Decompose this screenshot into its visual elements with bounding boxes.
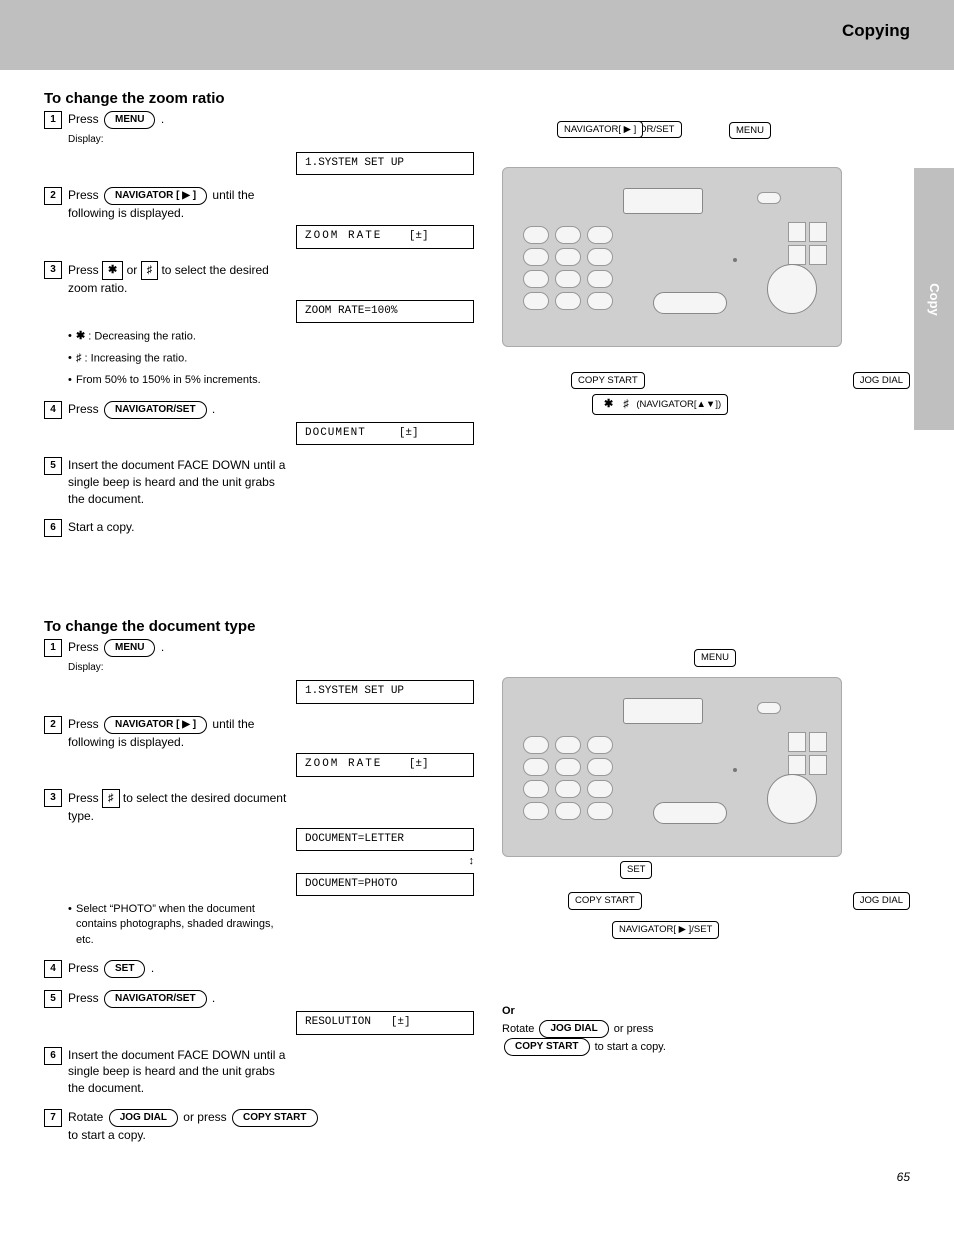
step-4: Press NAVIGATOR/SET . DOCUMENT [±] [44,401,474,445]
callout-jog-dial: JOG DIAL [853,372,910,389]
step-3: Press ✱ or ♯ to select the desired zoom … [44,261,474,389]
callout-navigator-right: NAVIGATOR[ ▶ ] [557,121,643,138]
hint: From 50% to 150% in 5% increments. [68,373,474,388]
copy-start-ref: COPY START [504,1038,590,1056]
panel-jog-dial [767,264,817,314]
step-2: Press NAVIGATOR [ ▶ ] until the followin… [44,187,474,248]
navigator-set-button-ref: NAVIGATOR/SET [104,401,207,419]
section2-figure-area: MENU SET COPY START [502,639,910,1156]
or-block: Or Rotate JOG DIAL or press COPY START t… [502,1005,910,1056]
callout-menu: MENU [694,649,736,666]
step-6: Start a copy. [44,519,474,536]
star-key: ✱ [102,261,123,280]
panel-copy-btn [653,802,727,824]
panel-lcd [623,188,703,214]
step-5: Press NAVIGATOR/SET . RESOLUTION [±] [44,990,474,1034]
lcd-display: ZOOM RATE [±] [296,225,474,248]
lcd-display: DOCUMENT=PHOTO [296,873,474,896]
panel-jog-dial [767,774,817,824]
callout-jog-dial: JOG DIAL [853,892,910,909]
panel-keypad [523,226,613,310]
hint: ✱ : Decreasing the ratio. [68,329,474,345]
step-7: Rotate JOG DIAL or press COPY START to s… [44,1109,474,1144]
step-5: Insert the document FACE DOWN until a si… [44,457,474,507]
copy-start-ref: COPY START [232,1109,318,1127]
panel-lcd [623,698,703,724]
callout-menu: MENU [729,122,771,139]
step-4: Press SET . [44,960,474,978]
navigator-set-button-ref: NAVIGATOR/SET [104,990,207,1008]
section2-title: To change the document type [44,618,910,635]
navigator-right-button-ref: NAVIGATOR [ ▶ ] [104,187,207,205]
section1-title: To change the zoom ratio [44,90,910,107]
panel-keypad [523,736,613,820]
panel-menu-btn [757,702,781,714]
step-1: Press MENU . Display: 1.SYSTEM SET UP [44,639,474,703]
step-6: Insert the document FACE DOWN until a si… [44,1047,474,1097]
step-2: Press NAVIGATOR [ ▶ ] until the followin… [44,716,474,777]
callout-navigator-right-set: NAVIGATOR[ ▶ ]/SET [612,921,719,938]
toggle-arrow-icon: ↕ [469,854,475,869]
lcd-display: ZOOM RATE [±] [296,753,474,776]
hash-key: ♯ [102,789,120,808]
step-3: Press ♯ to select the desired document t… [44,789,474,949]
lcd-display: 1.SYSTEM SET UP [296,680,474,703]
jog-dial-ref: JOG DIAL [109,1109,178,1127]
jog-dial-ref: JOG DIAL [539,1020,608,1038]
callout-copy: COPY START [571,372,645,389]
control-panel [502,677,842,857]
step-1: Press MENU . Display: 1.SYSTEM SET UP [44,111,474,175]
section2-steps: Press MENU . Display: 1.SYSTEM SET UP Pr… [44,639,474,1156]
panel-slots [788,222,827,265]
lcd-display: ZOOM RATE=100% [296,300,474,323]
callout-set: SET [620,861,652,878]
display-label: Display: [68,133,474,147]
set-button-ref: SET [104,960,145,978]
lcd-display: DOCUMENT=LETTER [296,828,474,851]
callout-star-hash: ✱♯ (NAVIGATOR[▲▼]) [592,394,728,415]
section1-steps: Press MENU . Display: 1.SYSTEM SET UP Pr… [44,111,474,548]
page-number: 65 [897,1170,910,1184]
callout-copy: COPY START [568,892,642,909]
menu-button-ref: MENU [104,111,155,129]
lcd-display: RESOLUTION [±] [296,1011,474,1034]
hint: Select “PHOTO” when the document contain… [68,902,474,948]
section1-figure-area: NAVIGATOR/SET NAVIGATOR[ ▶ ] MENU [502,111,910,548]
navigator-right-button-ref: NAVIGATOR [ ▶ ] [104,716,207,734]
panel-slots [788,732,827,775]
hash-key: ♯ [141,261,159,280]
page-title: Copying [842,21,910,41]
hint: ♯ : Increasing the ratio. [68,351,474,367]
panel-copy-btn [653,292,727,314]
lcd-display: DOCUMENT [±] [296,422,474,445]
display-label: Display: [68,661,474,675]
control-panel [502,167,842,347]
lcd-display: 1.SYSTEM SET UP [296,152,474,175]
menu-button-ref: MENU [104,639,155,657]
panel-menu-btn [757,192,781,204]
header-band: Copying [0,0,954,70]
